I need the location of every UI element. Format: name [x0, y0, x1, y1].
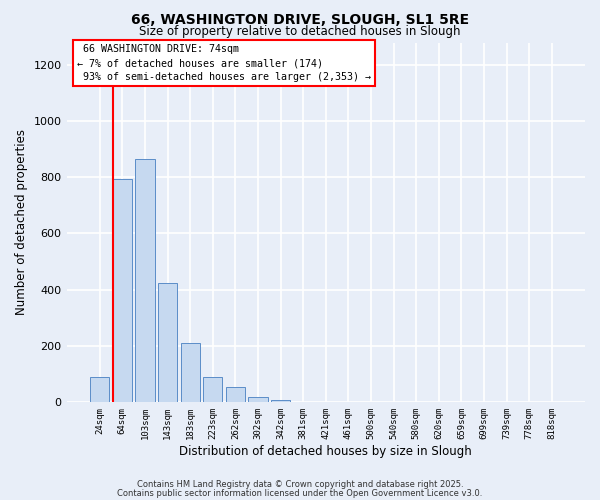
Y-axis label: Number of detached properties: Number of detached properties	[15, 129, 28, 315]
Bar	[203, 376, 223, 402]
Text: Size of property relative to detached houses in Slough: Size of property relative to detached ho…	[139, 25, 461, 38]
Text: Contains public sector information licensed under the Open Government Licence v3: Contains public sector information licen…	[118, 489, 482, 498]
Bar	[271, 400, 290, 402]
Bar	[90, 376, 109, 402]
Bar	[248, 397, 268, 402]
Bar	[181, 343, 200, 402]
Text: 66, WASHINGTON DRIVE, SLOUGH, SL1 5RE: 66, WASHINGTON DRIVE, SLOUGH, SL1 5RE	[131, 12, 469, 26]
Bar	[136, 159, 155, 402]
Bar	[226, 387, 245, 402]
Bar	[113, 178, 132, 402]
Text: Contains HM Land Registry data © Crown copyright and database right 2025.: Contains HM Land Registry data © Crown c…	[137, 480, 463, 489]
Text: 66 WASHINGTON DRIVE: 74sqm
← 7% of detached houses are smaller (174)
 93% of sem: 66 WASHINGTON DRIVE: 74sqm ← 7% of detac…	[77, 44, 371, 82]
X-axis label: Distribution of detached houses by size in Slough: Distribution of detached houses by size …	[179, 444, 472, 458]
Bar	[158, 282, 177, 402]
